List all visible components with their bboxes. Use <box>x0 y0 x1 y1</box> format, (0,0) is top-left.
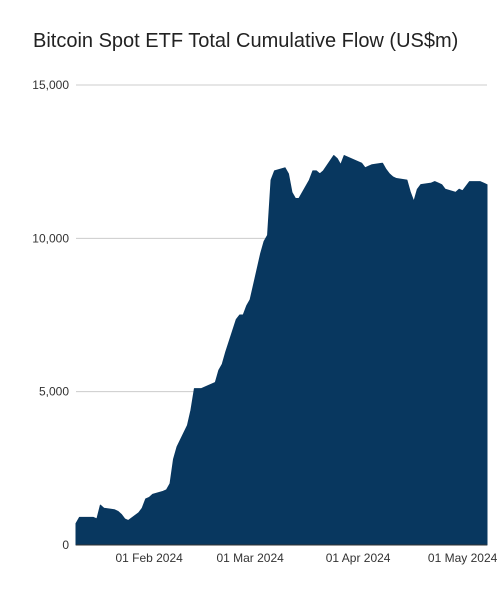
x-tick-label: 01 Mar 2024 <box>216 551 284 565</box>
y-tick-label: 15,000 <box>32 78 69 92</box>
x-tick-label: 01 Apr 2024 <box>326 551 391 565</box>
y-tick-label: 5,000 <box>39 385 69 399</box>
y-tick-label: 10,000 <box>32 231 69 245</box>
area-series <box>75 155 488 546</box>
x-tick-label: 01 May 2024 <box>428 551 498 565</box>
x-tick-label: 01 Feb 2024 <box>115 551 183 565</box>
y-tick-label: 0 <box>62 538 69 552</box>
y-axis-ticks: 0 5,000 10,000 15,000 <box>32 78 69 552</box>
x-axis-ticks: 01 Feb 2024 01 Mar 2024 01 Apr 2024 01 May … <box>115 551 497 565</box>
chart-title: Bitcoin Spot ETF Total Cumulative Flow (… <box>33 30 459 52</box>
